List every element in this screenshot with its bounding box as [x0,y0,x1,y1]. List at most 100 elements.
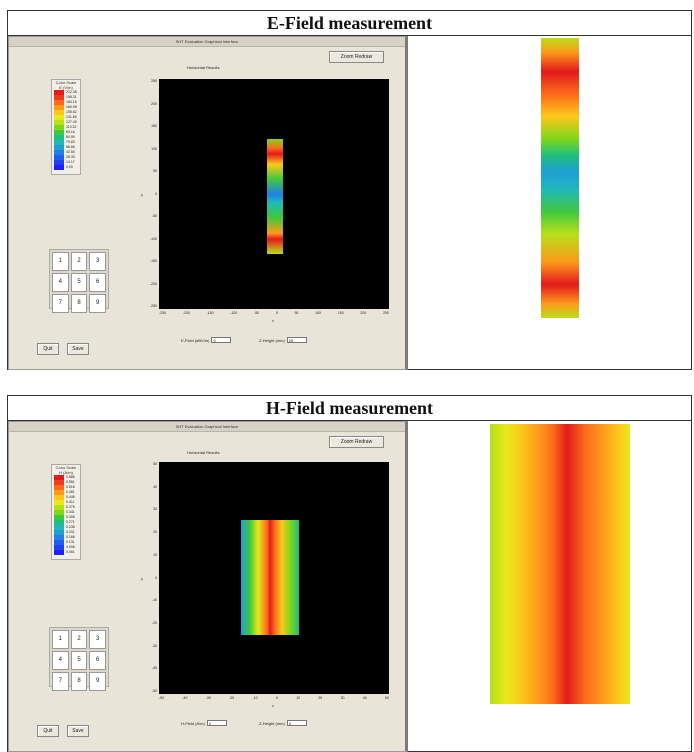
keypad-key-3[interactable]: 3 [89,252,106,271]
y-tick-label: -50 [151,214,157,218]
x-tick-label: 20 [318,696,323,700]
field-value-row: E-Field (dBV/m) 0 [181,337,232,343]
e-field-body: SHT Evaluation Graphical Interface Zoom … [8,36,691,370]
color-scale-value: 113.32 [66,125,77,129]
keypad-key-8[interactable]: 8 [70,294,88,313]
x-tick-label: -10 [252,696,258,700]
color-swatch [54,550,64,555]
color-scale-value: 0.00 [66,165,73,169]
color-swatch [54,510,64,515]
field-value-input[interactable]: 0 [206,720,227,726]
color-scale-value: 184.15 [66,100,77,104]
y-tick-label: -10 [151,598,157,603]
zoom-redraw-button[interactable]: Zoom Redraw [329,51,384,63]
keypad-key-7[interactable]: 7 [52,294,69,313]
color-swatch [54,480,64,485]
y-tick-label: 100 [151,146,157,151]
keypad-key-5[interactable]: 5 [70,651,88,670]
height-value-input[interactable]: 5 [286,720,307,726]
e-field-zoom-image [541,38,579,318]
keypad-key-5[interactable]: 5 [70,273,88,292]
color-scale-value: 0.411 [66,500,75,504]
keypad-key-9[interactable]: 9 [89,672,106,691]
color-swatch [54,155,64,160]
keypad-key-9[interactable]: 9 [89,294,106,313]
color-scale-row: 0.236 [52,525,80,530]
color-scale-row: 0.061 [52,550,80,555]
x-axis-ticks: -250 -200 -150 -100 -50 0 50 100 150 200 250 [159,311,389,317]
color-scale-row: 198.31 [52,95,80,100]
h-field-body: SHT Evaluation Graphical Interface Zoom … [8,421,691,752]
color-scale-value: 56.66 [66,145,75,149]
color-swatch [54,490,64,495]
y-tick-label: 0 [155,575,157,580]
color-scale-value: 0.586 [66,475,75,479]
color-scale-row: 127.49 [52,120,80,125]
h-field-section: H-Field measurement SHT Evaluation Graph… [7,395,692,752]
zoom-redraw-button[interactable]: Zoom Redraw [329,436,384,448]
keypad-key-1[interactable]: 1 [52,252,69,271]
color-scale-value: 0.306 [66,515,75,519]
keypad-key-6[interactable]: 6 [89,273,106,292]
field-value-input[interactable]: 0 [211,337,232,343]
field-value-row: H-Field (A/m) 0 [181,720,227,726]
color-scale-value: 155.82 [66,110,77,114]
x-tick-label: 30 [340,696,345,700]
y-tick-label: -40 [151,666,157,671]
keypad-key-6[interactable]: 6 [89,651,106,670]
y-tick-label: 50 [153,462,157,466]
color-scale-value: 127.49 [66,120,77,124]
keypad-key-1[interactable]: 1 [52,630,69,649]
y-tick-label: -20 [151,620,157,625]
color-scale-value: 99.16 [66,130,75,134]
color-scale-row: 14.17 [52,160,80,165]
height-value-label: Z-Height (mm) [259,337,285,343]
y-tick-label: -50 [151,689,157,693]
color-swatch [54,475,64,480]
color-scale-value: 42.50 [66,150,75,154]
color-scale-value: 70.83 [66,140,75,144]
color-scale-title: Color Scale [55,465,77,470]
color-swatch [54,120,64,125]
y-tick-label: 200 [151,101,157,106]
y-tick-label: 250 [151,79,157,83]
keypad-key-7[interactable]: 7 [52,672,69,691]
y-tick-label: 20 [153,530,157,535]
y-axis-ticks: 250 200 150 100 50 0 -50 -100 -150 -200 -250 [147,79,157,309]
y-tick-label: 30 [153,507,157,512]
color-scale-row: 0.341 [52,510,80,515]
y-tick-label: -200 [149,281,157,286]
color-scale-value: 0.271 [66,520,75,524]
color-scale-value: 141.65 [66,115,77,119]
keypad-key-2[interactable]: 2 [70,252,88,271]
color-scale-row: 0.586 [52,475,80,480]
keypad-key-4[interactable]: 4 [52,651,69,670]
color-scale-value: 28.33 [66,155,75,159]
h-field-plot [159,462,389,694]
color-swatch [54,135,64,140]
x-tick-label: 50 [294,311,299,315]
x-tick-label: 100 [315,311,322,315]
keypad-key-2[interactable]: 2 [70,630,88,649]
color-scale-row: 0.481 [52,490,80,495]
keypad-key-3[interactable]: 3 [89,630,106,649]
x-tick-label: 50 [385,696,389,700]
color-swatch [54,90,64,95]
keypad-key-4[interactable]: 4 [52,273,69,292]
color-swatch [54,530,64,535]
color-scale-value: 0.516 [66,485,75,489]
save-button[interactable]: Save [67,343,89,355]
height-value-input[interactable]: 25 [286,337,307,343]
y-axis-label: y [141,192,143,197]
quit-button[interactable]: Quit [37,343,59,355]
x-tick-label: -40 [182,696,188,700]
x-axis-label: x [272,318,274,323]
color-scale-value: 0.131 [66,540,75,544]
h-field-app-window: SHT Evaluation Graphical Interface Zoom … [8,421,408,752]
quit-button[interactable]: Quit [37,725,59,737]
save-button[interactable]: Save [67,725,89,737]
keypad-key-8[interactable]: 8 [70,672,88,691]
plot-caption: Horizontal Results [187,65,220,70]
color-swatch [54,160,64,165]
color-scale-value: 0.446 [66,495,75,499]
